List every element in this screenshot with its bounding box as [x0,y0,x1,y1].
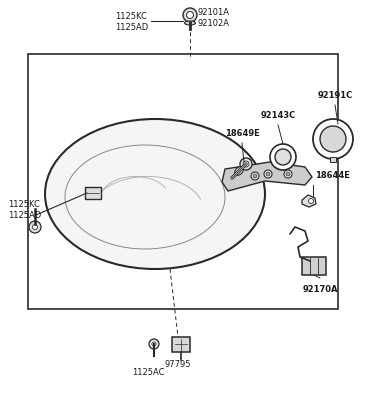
Circle shape [320,127,346,153]
Circle shape [266,173,270,177]
Text: 1125KC
1125AD: 1125KC 1125AD [115,12,148,32]
Text: 92170A: 92170A [302,284,338,293]
Circle shape [313,120,353,160]
FancyBboxPatch shape [85,188,101,200]
Text: 1125KC
1125AD: 1125KC 1125AD [8,200,41,219]
Bar [172,337,190,352]
Text: 92191C: 92191C [317,91,353,100]
Circle shape [309,199,313,204]
Polygon shape [302,196,316,207]
Ellipse shape [185,22,195,26]
Text: 97795: 97795 [165,359,191,368]
Text: 18649E: 18649E [225,129,260,138]
Circle shape [243,162,249,168]
Circle shape [251,173,259,181]
Circle shape [253,175,257,179]
Circle shape [183,9,197,23]
Text: 1125AC: 1125AC [132,367,164,376]
Text: 18644E: 18644E [315,171,350,179]
Circle shape [29,222,41,233]
Ellipse shape [235,167,243,176]
Circle shape [284,171,292,179]
Bar [302,257,326,275]
Bar [28,55,338,309]
Circle shape [286,173,290,177]
Circle shape [240,159,252,171]
Circle shape [149,339,159,349]
Polygon shape [222,162,312,192]
Circle shape [264,171,272,179]
Ellipse shape [45,120,265,269]
Text: 92101A
92102A: 92101A 92102A [198,8,230,28]
Circle shape [275,149,291,166]
Text: 92143C: 92143C [260,111,296,120]
Circle shape [152,342,156,346]
Circle shape [187,13,193,19]
Bar [330,158,336,162]
Circle shape [270,145,296,171]
Circle shape [33,225,38,230]
